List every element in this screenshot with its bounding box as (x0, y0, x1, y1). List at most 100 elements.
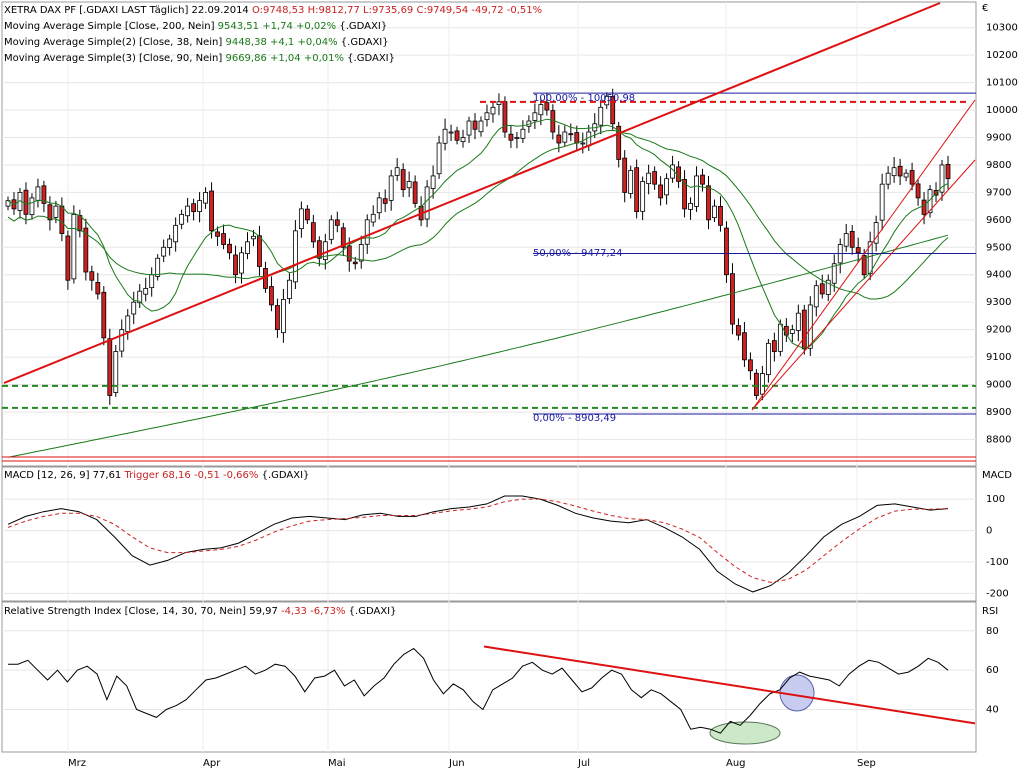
macd-trigger: Trigger 68,16 -0,51 -0,66% (124, 470, 259, 481)
ma-200-line (7, 234, 949, 458)
candle-body (658, 184, 664, 199)
candle-body (209, 190, 214, 232)
candle-body (143, 288, 149, 295)
candle-body (191, 203, 197, 213)
ma2-name: Moving Average Simple(2) [Close, 38, Nei… (4, 37, 223, 48)
candle-body (700, 174, 705, 185)
candle-body (652, 171, 658, 185)
rsi-suffix: {.GDAXI} (348, 606, 397, 617)
candle-body (580, 142, 586, 145)
candle-body (825, 279, 831, 295)
candle-body (765, 342, 771, 376)
candle-body (879, 183, 885, 221)
candle-body (77, 215, 83, 232)
macd-header: MACD [12, 26, 9] 77,61 Trigger 68,16 -0,… (4, 470, 309, 481)
short-trendline-upper (751, 99, 976, 411)
candle-body (233, 254, 238, 276)
fib-50-label: 50,00% - 9477,24 (533, 248, 623, 259)
candle-body (71, 213, 77, 280)
candle-body (628, 170, 634, 194)
candle-body (748, 359, 753, 372)
candle-body (502, 101, 508, 133)
candle-body (849, 230, 855, 248)
candle-body (346, 245, 352, 262)
candle-body (736, 325, 741, 336)
candle-body (604, 95, 610, 106)
candle-body (688, 202, 693, 210)
candle-body (173, 224, 179, 243)
month-label: Aug (726, 758, 746, 768)
candle-body (430, 175, 436, 189)
price-tick-label: 9100 (986, 352, 1011, 363)
month-label: Jul (577, 758, 590, 768)
candle-body (831, 263, 837, 284)
candle-body (107, 338, 113, 396)
candle-body (41, 185, 47, 204)
candle-body (412, 181, 418, 204)
candle-body (257, 235, 262, 267)
rsi-panel (1, 601, 977, 753)
macd-suffix: {.GDAXI} (261, 470, 310, 481)
candle-body (682, 179, 687, 210)
price-tick-label: 10300 (986, 23, 1018, 34)
candle-body (730, 273, 735, 325)
candle-body (478, 120, 484, 133)
candle-body (610, 95, 616, 125)
rsi-tick-label: 80 (986, 626, 999, 637)
ma-90-line (7, 129, 949, 300)
candle-body (574, 132, 580, 144)
candle-body (251, 235, 256, 240)
currency-label: € (982, 3, 989, 14)
candle-body (861, 255, 867, 276)
candle-body (89, 271, 95, 281)
candle-body (801, 309, 807, 350)
candle-body (562, 131, 568, 143)
instrument-title: XETRA DAX PF [.GDAXI LAST Täglich] 22.09… (4, 5, 249, 16)
candle-body (508, 133, 514, 141)
chart-header: XETRA DAX PF [.GDAXI LAST Täglich] 22.09… (4, 3, 542, 67)
candle-body (35, 186, 41, 202)
ma3-value: 9669,86 +1,04 +0,01% (225, 53, 344, 64)
candle-body (197, 200, 202, 213)
candle-body (29, 197, 35, 216)
price-panel (1, 1, 977, 467)
rsi-value: -4,33 -6,73% (281, 606, 346, 617)
macd-tick-label: -200 (986, 588, 1009, 599)
macd-tick-label: 0 (986, 526, 992, 537)
ma1-name: Moving Average Simple [Close, 200, Nein] (4, 21, 215, 32)
candle-body (400, 169, 406, 191)
candle-body (694, 175, 699, 207)
candle-body (370, 213, 376, 223)
candle-body (179, 213, 185, 225)
candle-body (406, 181, 412, 189)
candle-body (382, 198, 388, 204)
candle-body (945, 164, 951, 180)
candle-body (538, 104, 544, 116)
candle-body (304, 208, 310, 221)
candle-body (819, 283, 825, 295)
price-tick-label: 10100 (986, 78, 1018, 89)
candle-body (466, 120, 472, 136)
candle-body (275, 305, 280, 331)
ma1-value: 9543,51 +1,74 +0,02% (217, 21, 337, 32)
candle-body (915, 183, 921, 199)
candle-body (867, 241, 873, 275)
candle-body (586, 131, 592, 147)
macd-axis-label: MACD (982, 470, 1012, 481)
candle-body (544, 102, 550, 111)
macd-tick-label: -100 (986, 557, 1009, 568)
rsi-tick-label: 40 (986, 705, 999, 716)
ma3-suffix: {.GDAXI} (347, 53, 395, 64)
ma2-suffix: {.GDAXI} (340, 37, 389, 48)
candle-body (221, 233, 226, 245)
candle-body (706, 185, 711, 221)
candle-body (328, 219, 334, 240)
candle-body (921, 199, 927, 215)
candle-body (795, 312, 801, 331)
month-label: Jun (448, 758, 465, 768)
macd-tick-label: 100 (986, 494, 1005, 505)
candle-body (514, 137, 520, 140)
candle-body (292, 230, 298, 283)
candle-body (281, 299, 286, 334)
candle-body (897, 165, 903, 177)
